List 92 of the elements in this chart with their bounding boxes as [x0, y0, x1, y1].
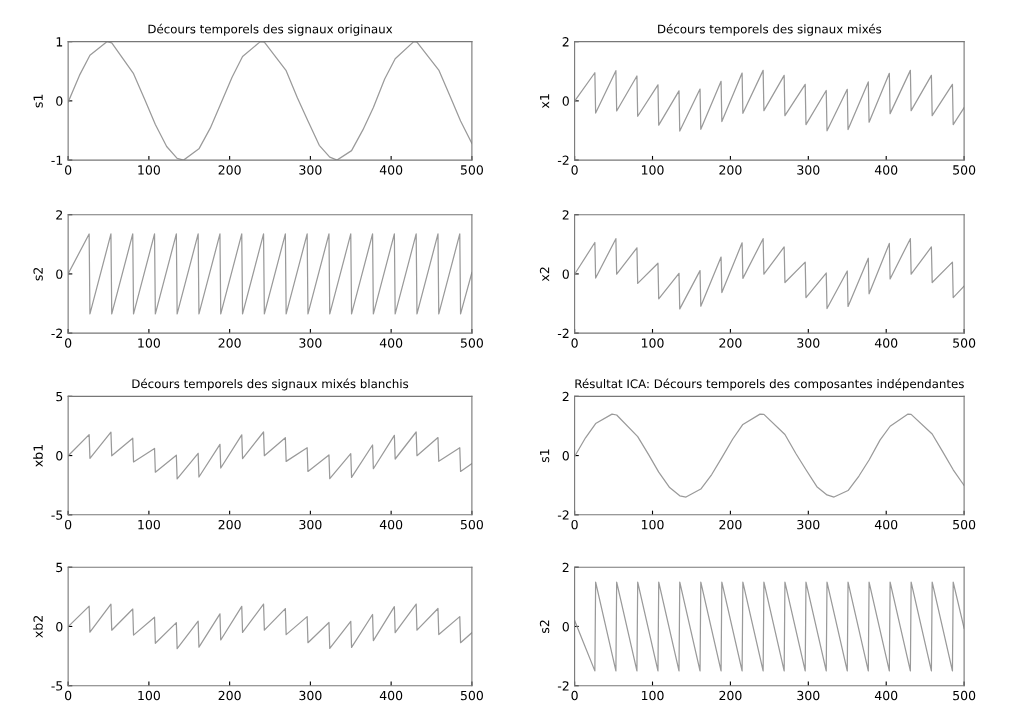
- x-tick-label: 100: [138, 519, 160, 530]
- chart-title: Décours temporels des signaux originaux: [148, 23, 393, 36]
- y-axis-title: s2: [539, 620, 550, 634]
- x-tick-label: 0: [64, 165, 72, 175]
- line-series: [68, 233, 472, 315]
- x-tick-label: 400: [874, 519, 898, 530]
- y-tick-label: 0: [56, 621, 63, 632]
- x-tick-label: 500: [953, 165, 976, 175]
- x-tick-label: 200: [218, 690, 241, 701]
- x-tick-label: 500: [953, 690, 976, 701]
- y-tick-label: 2: [56, 210, 63, 220]
- x-tick-label: 200: [719, 690, 742, 701]
- x-tick-label: 100: [138, 165, 160, 175]
- x-tick-label: 200: [218, 338, 241, 348]
- y-tick-label: 0: [562, 451, 569, 461]
- y-axis-title: x1: [540, 94, 550, 109]
- x-tick-label: 0: [571, 519, 578, 530]
- y-tick-label: 0: [562, 96, 569, 106]
- line-series: [574, 581, 965, 672]
- y-axis-title: x2: [539, 267, 550, 282]
- line-series: [574, 238, 965, 310]
- x-tick-label: 0: [571, 338, 578, 348]
- y-axis-title: xb2: [33, 616, 43, 638]
- x-tick-label: 100: [138, 690, 160, 701]
- y-tick-label: -5: [51, 681, 63, 691]
- line-series: [68, 431, 472, 480]
- y-tick-label: 0: [562, 621, 569, 632]
- y-tick-label: 0: [56, 96, 63, 106]
- chart-title: Résultat ICA: Décours temporels des composantes indépendantes: [575, 378, 964, 391]
- y-tick-label: -2: [557, 328, 569, 338]
- x-tick-label: 300: [797, 690, 820, 701]
- y-tick-label: 2: [562, 210, 569, 220]
- chart-title: Décours temporels des signaux mixés: [658, 23, 882, 36]
- x-tick-label: 400: [379, 165, 403, 175]
- y-tick-label: -2: [557, 155, 569, 165]
- x-tick-label: 100: [641, 165, 664, 175]
- y-tick-label: -2: [51, 328, 63, 338]
- x-tick-label: 500: [460, 519, 483, 530]
- y-tick-label: 0: [562, 269, 569, 279]
- x-tick-label: 400: [379, 690, 403, 701]
- x-tick-label: 500: [460, 165, 483, 175]
- x-tick-label: 100: [138, 338, 160, 348]
- x-tick-label: 200: [218, 519, 241, 530]
- y-axis-title: s1: [540, 449, 550, 463]
- line-series: [68, 603, 472, 650]
- x-tick-label: 0: [64, 519, 72, 530]
- x-tick-label: 0: [571, 165, 578, 175]
- x-tick-label: 100: [641, 690, 664, 701]
- y-tick-label: 5: [56, 562, 63, 573]
- line-series: [574, 413, 965, 498]
- x-tick-label: 300: [797, 519, 820, 530]
- y-tick-label: 2: [562, 37, 569, 47]
- x-tick-label: 300: [797, 338, 820, 348]
- line-series: [68, 41, 472, 161]
- x-tick-label: 400: [379, 519, 403, 530]
- chart-title: Décours temporels des signaux mixés blanchis: [132, 378, 409, 391]
- x-tick-label: 400: [874, 690, 898, 701]
- x-tick-label: 400: [874, 165, 898, 175]
- x-tick-label: 300: [299, 519, 322, 530]
- x-tick-label: 500: [460, 690, 483, 701]
- y-tick-label: 5: [56, 391, 63, 402]
- x-tick-label: 200: [719, 338, 742, 348]
- y-tick-label: -2: [557, 510, 569, 520]
- y-tick-label: -2: [557, 681, 569, 691]
- x-tick-label: 100: [641, 519, 664, 530]
- y-tick-label: 1: [56, 37, 63, 47]
- y-axis-title: s1: [33, 94, 43, 108]
- y-tick-label: 0: [56, 451, 63, 461]
- y-tick-label: 2: [562, 391, 569, 402]
- y-tick-label: -5: [51, 510, 63, 520]
- line-series: [574, 69, 965, 132]
- x-tick-label: 500: [460, 338, 483, 348]
- x-tick-label: 300: [299, 690, 322, 701]
- x-tick-label: 200: [218, 165, 241, 175]
- x-tick-label: 200: [719, 519, 742, 530]
- y-axis-title: xb1: [33, 445, 43, 467]
- x-tick-label: 200: [719, 165, 742, 175]
- y-tick-label: 2: [562, 562, 569, 572]
- y-tick-label: -1: [51, 155, 63, 165]
- x-tick-label: 400: [874, 338, 898, 348]
- x-tick-label: 400: [379, 338, 403, 348]
- x-tick-label: 300: [299, 338, 322, 348]
- x-tick-label: 100: [641, 338, 664, 348]
- x-tick-label: 500: [953, 338, 976, 348]
- x-tick-label: 0: [64, 690, 72, 701]
- x-tick-label: 500: [953, 519, 976, 530]
- y-axis-title: s2: [33, 267, 43, 281]
- x-tick-label: 300: [797, 165, 820, 175]
- x-tick-label: 0: [64, 338, 72, 348]
- y-tick-label: 0: [56, 269, 63, 279]
- x-tick-label: 0: [571, 690, 578, 701]
- x-tick-label: 300: [299, 165, 322, 175]
